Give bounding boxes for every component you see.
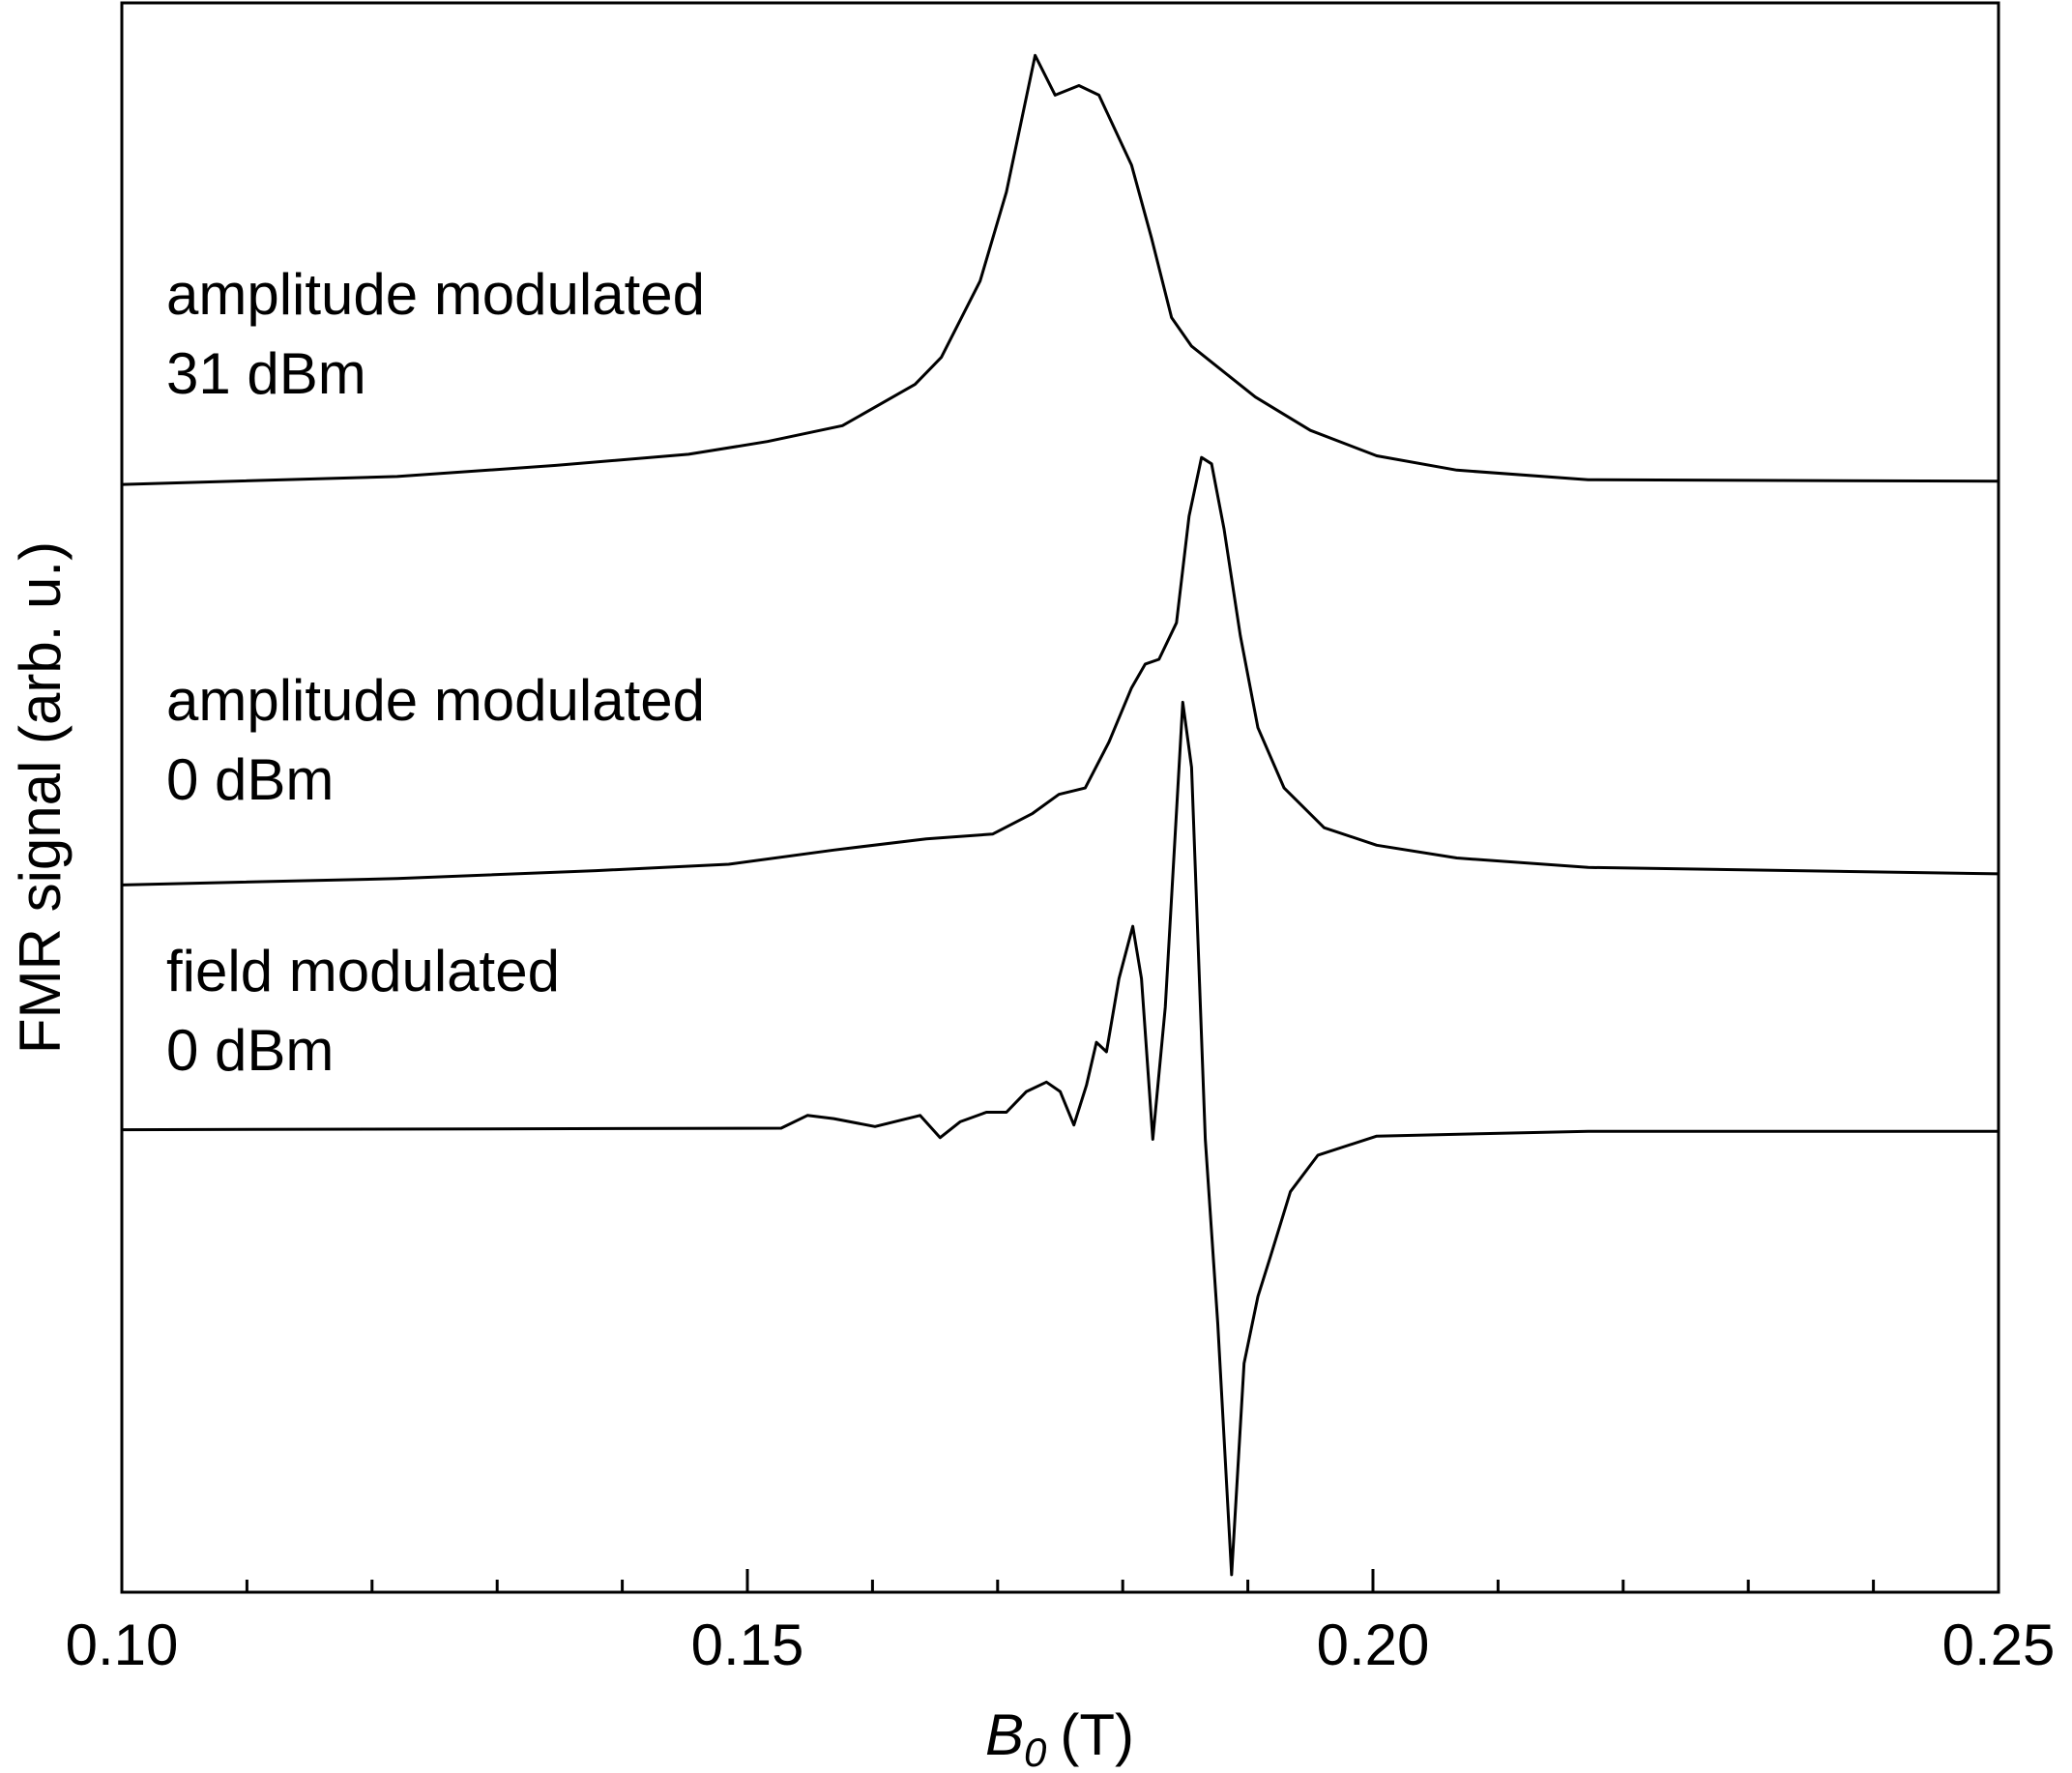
series-line — [121, 455, 1999, 886]
plot-frame — [120, 1, 2000, 1594]
x-axis-subscript: 0 — [1024, 1729, 1047, 1773]
annotation: amplitude modulated — [166, 262, 705, 327]
series-line — [121, 700, 1999, 1577]
y-axis-label: FMR signal (arb. u.) — [8, 541, 73, 1054]
x-axis-label: B0 (T) — [985, 1702, 1134, 1773]
annotation: field modulated — [166, 939, 560, 1003]
x-axis-unit: (T) — [1060, 1702, 1134, 1767]
annotation: 31 dBm — [166, 341, 366, 406]
annotation: 0 dBm — [166, 747, 334, 812]
series-line — [121, 53, 1999, 486]
x-tick-label: 0.25 — [1942, 1613, 2056, 1677]
x-tick-label: 0.20 — [1317, 1613, 1430, 1677]
annotation: amplitude modulated — [166, 668, 705, 733]
x-tick-label: 0.10 — [66, 1613, 179, 1677]
x-axis-symbol: B — [985, 1702, 1024, 1767]
annotation: 0 dBm — [166, 1018, 334, 1083]
x-tick-label: 0.15 — [691, 1613, 804, 1677]
